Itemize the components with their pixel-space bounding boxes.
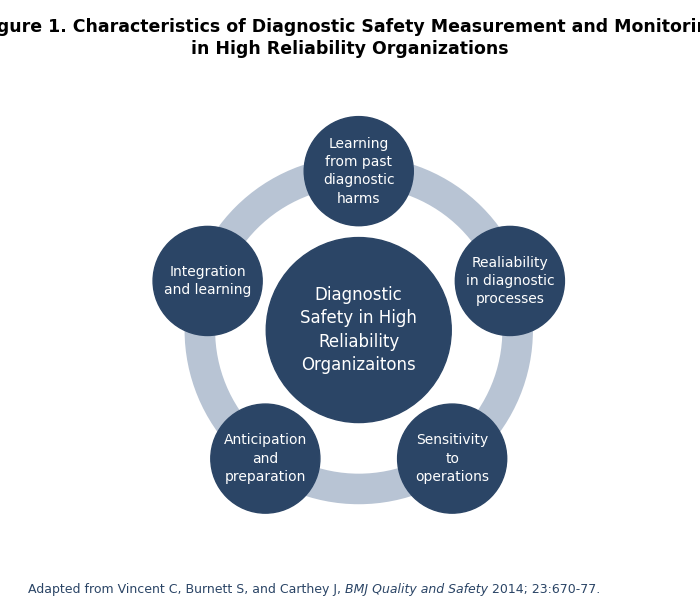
Text: Anticipation
and
preparation: Anticipation and preparation [224, 433, 307, 484]
Text: BMJ Quality and Safety: BMJ Quality and Safety [345, 583, 488, 596]
Text: 2014; 23:670-77.: 2014; 23:670-77. [488, 583, 601, 596]
Text: Realiability
in diagnostic
processes: Realiability in diagnostic processes [466, 256, 554, 306]
Circle shape [455, 227, 564, 336]
Text: Adapted from Vincent C, Burnett S, and Carthey J,: Adapted from Vincent C, Burnett S, and C… [28, 583, 345, 596]
Text: Sensitivity
to
operations: Sensitivity to operations [415, 433, 489, 484]
Circle shape [266, 238, 452, 423]
Circle shape [304, 116, 413, 225]
Text: Integration
and learning: Integration and learning [164, 265, 251, 297]
Circle shape [153, 227, 262, 336]
Circle shape [398, 404, 507, 513]
Text: in High Reliability Organizations: in High Reliability Organizations [191, 40, 509, 58]
Text: Figure 1. Characteristics of Diagnostic Safety Measurement and Monitoring: Figure 1. Characteristics of Diagnostic … [0, 18, 700, 36]
Text: Diagnostic
Safety in High
Reliability
Organizaitons: Diagnostic Safety in High Reliability Or… [300, 286, 417, 375]
Circle shape [211, 404, 320, 513]
Text: Learning
from past
diagnostic
harms: Learning from past diagnostic harms [323, 137, 395, 206]
